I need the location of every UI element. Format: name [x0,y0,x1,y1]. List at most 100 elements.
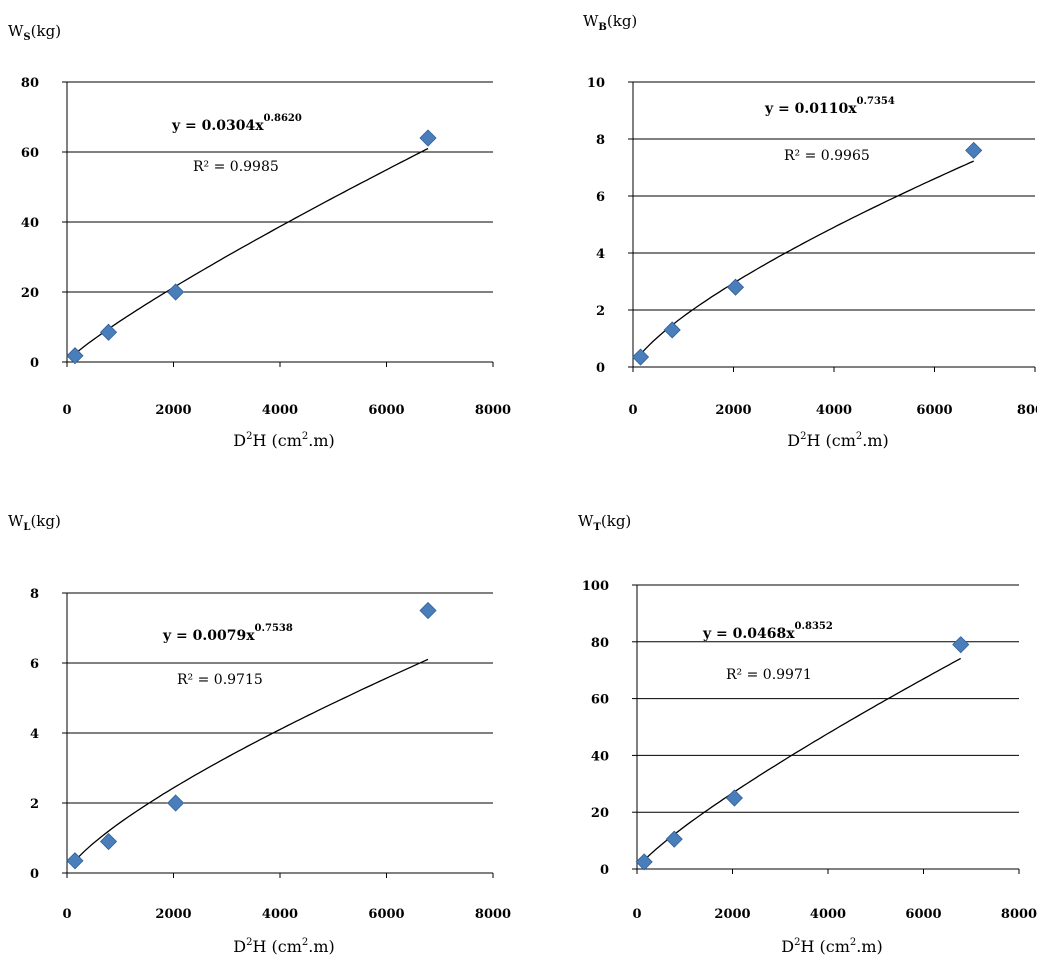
x-axis-title: D2H (cm2.m) [233,431,335,450]
x-tick-label: 6000 [368,907,404,922]
equation-exponent: 0.8352 [795,621,833,632]
x-tick-label: 0 [62,907,71,922]
y-axis-title: WL(kg) [8,512,61,533]
chart-panel-4: 0 20 40 60 80 100 0 2000 4000 6000 8000 y = 0.0468x… [578,512,1037,956]
y-title-unit: (kg) [31,22,61,40]
x-tick-label: 4000 [816,403,852,418]
chart-panel-3: 0 2 4 6 8 0 2000 4000 6000 8000 y = 0.0079x0.7538 R… [8,512,511,956]
x-axis-title: D2H (cm2.m) [781,937,883,956]
x-tick-label: 8000 [1017,403,1037,418]
y-tick-label: 40 [21,216,39,231]
equation-text: y = 0.0079x [162,628,255,644]
r-squared: R² = 0.9715 [177,672,263,688]
equation-exponent: 0.7538 [255,623,293,634]
y-tick-label: 60 [591,693,609,708]
x-title-end: .m) [308,937,335,956]
x-title-end: .m) [856,937,883,956]
data-point [665,830,683,848]
x-title-sup: 2 [850,937,856,948]
equation-exponent: 0.7354 [857,96,895,107]
y-tick-label: 20 [591,806,609,821]
y-title-subscript: L [23,522,30,533]
y-tick-label: 2 [30,797,39,812]
x-tick-label: 4000 [810,907,846,922]
x-tick-label: 6000 [916,403,952,418]
x-axis-title: D2H (cm2.m) [787,431,889,450]
x-title-mid: H (cm [252,937,301,956]
y-tick-label: 2 [596,304,605,319]
x-tick-label: 0 [628,403,637,418]
trend-equation: y = 0.0079x0.7538 [162,623,293,644]
trend-equation: y = 0.0468x0.8352 [702,621,833,642]
y-axis-title: WS(kg) [8,22,61,43]
y-title-main: W [8,22,24,40]
y-title-main: W [8,512,24,530]
y-title-subscript: B [598,22,606,33]
y-tick-label: 60 [21,146,39,161]
equation-exponent: 0.8620 [264,113,302,124]
y-tick-label: 4 [596,247,605,262]
y-title-subscript: S [23,32,30,43]
x-tick-label: 2000 [714,907,750,922]
y-tick-label: 0 [600,863,609,878]
y-tick-label: 20 [21,286,39,301]
data-point [419,601,437,620]
x-title-sup: 2 [856,431,862,442]
x-tick-label: 2000 [155,403,191,418]
trend-equation: y = 0.0110x0.7354 [764,96,895,117]
x-title-mid: H (cm [806,431,855,450]
x-title-sup: 2 [246,431,252,442]
x-title-end: .m) [862,431,889,450]
data-point [952,636,970,654]
data-point [725,789,743,807]
x-tick-label: 4000 [262,403,298,418]
x-tick-label: 0 [632,907,641,922]
data-point [66,852,84,870]
r-squared: R² = 0.9985 [193,159,279,175]
y-tick-label: 40 [591,749,609,764]
data-point [419,129,437,147]
trendline [643,657,962,861]
x-tick-label: 8000 [475,403,511,418]
y-tick-label: 8 [596,133,605,148]
y-tick-label: 0 [30,867,39,882]
x-tick-label: 6000 [905,907,941,922]
trendline [74,147,429,355]
y-tick-label: 4 [30,727,39,742]
data-point [663,321,681,339]
y-title-main: W [583,12,599,30]
x-title-sup: 2 [800,431,806,442]
x-title-mid: H (cm [800,937,849,956]
y-tick-label: 10 [587,76,605,91]
y-axis-title: WB(kg) [583,12,637,33]
x-tick-label: 2000 [715,403,751,418]
y-title-subscript: T [593,522,601,533]
x-tick-label: 0 [62,403,71,418]
y-tick-label: 0 [30,356,39,371]
y-tick-label: 6 [596,190,605,205]
x-tick-label: 2000 [155,907,191,922]
x-title-sup: 2 [794,937,800,948]
x-title-d: D [787,431,800,450]
data-point [631,348,650,366]
chart-panel-1: 0 20 40 60 80 0 2000 4000 6000 8000 y = 0.0304x0.8… [8,22,511,450]
r-squared: R² = 0.9965 [784,148,870,164]
data-point [99,832,118,851]
y-tick-label: 8 [30,587,39,602]
x-axis-title: D2H (cm2.m) [233,937,335,956]
x-tick-label: 8000 [1001,907,1037,922]
y-tick-label: 6 [30,657,39,672]
x-title-sup: 2 [302,431,308,442]
x-title-sup: 2 [302,937,308,948]
chart-panel-2: 0 2 4 6 8 10 0 2000 4000 6000 8000 y = 0.0110x0.735… [583,12,1037,450]
x-tick-label: 6000 [368,403,404,418]
x-title-d: D [233,937,246,956]
y-tick-label: 80 [21,76,39,91]
x-tick-label: 4000 [262,907,298,922]
trendline [74,658,429,862]
trendline [640,160,974,355]
trend-equation: y = 0.0304x0.8620 [171,113,302,134]
y-tick-label: 0 [596,361,605,376]
data-point [726,278,745,296]
